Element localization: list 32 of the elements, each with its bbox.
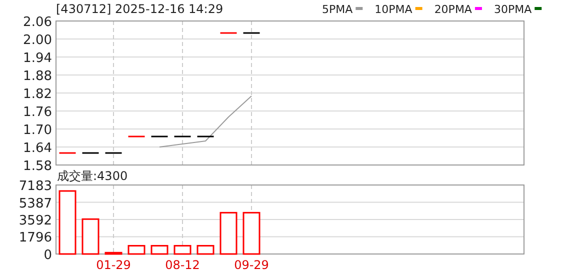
y-tick-label: 3592 <box>18 213 52 228</box>
y-tick-label: 2.06 <box>23 15 52 30</box>
x-tick-label: 08-12 <box>165 258 200 272</box>
bar <box>150 244 168 255</box>
y-tick-label: 5387 <box>18 196 52 212</box>
bar <box>82 218 100 255</box>
bar <box>174 244 192 255</box>
y-tick-label: 1.76 <box>23 105 52 120</box>
bar <box>196 244 214 255</box>
chart-title: [430712] 2025-12-16 14:29 <box>56 2 224 16</box>
bar <box>242 212 260 255</box>
text: 成交量:4300 <box>57 169 128 183</box>
bar <box>58 190 76 255</box>
legend-label: 10PMA <box>374 3 413 16</box>
line-series <box>159 96 252 148</box>
y-tick-label: 1.64 <box>23 141 52 156</box>
legend-label: 5PMA <box>322 3 354 16</box>
x-tick-label: 01-29 <box>96 258 131 272</box>
legend-label: 20PMA <box>434 3 472 16</box>
y-tick-label: 2.00 <box>23 33 52 48</box>
y-tick-label: 1.88 <box>23 69 52 84</box>
y-tick-label: 7183 <box>18 179 52 194</box>
y-tick-label: 1.58 <box>23 159 52 174</box>
y-tick-label: 1796 <box>18 230 52 246</box>
y-tick-label: 0 <box>44 248 52 263</box>
legend-label: 30PMA <box>494 3 532 16</box>
y-tick-label: 1.70 <box>23 123 52 138</box>
bar <box>220 212 238 255</box>
y-tick-label: 1.82 <box>23 87 52 102</box>
x-tick-label: 09-29 <box>234 258 269 272</box>
y-tick-label: 1.94 <box>23 51 52 66</box>
bar <box>128 244 146 255</box>
